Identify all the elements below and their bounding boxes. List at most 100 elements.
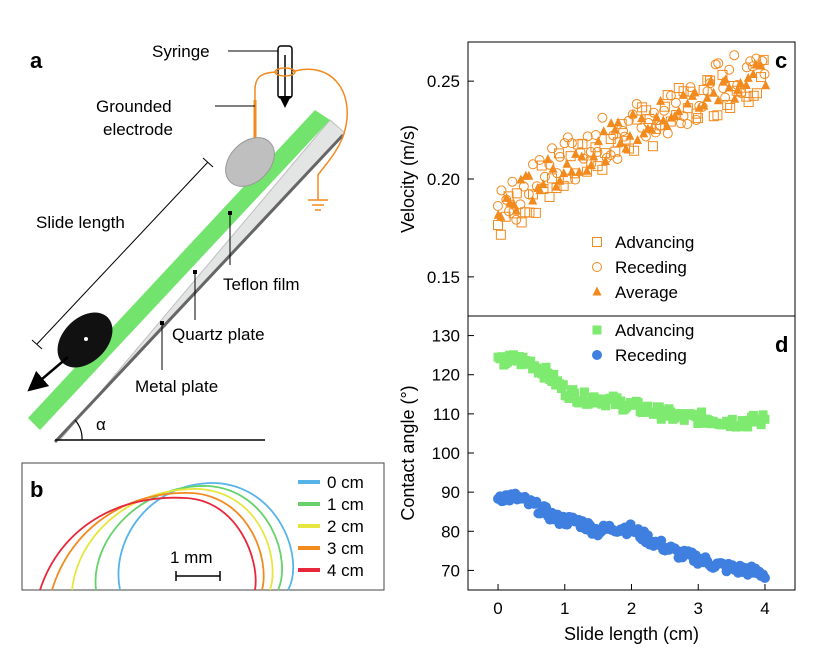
- data-point: [699, 100, 709, 110]
- droplet-top: [225, 137, 275, 187]
- contact-angle-chart: 70 80 90 100 110 120 130 Contact angle (°) 0 1 2 3 4…: [398, 321, 770, 644]
- data-point: [543, 154, 553, 164]
- y-tick-label: 110: [433, 405, 460, 424]
- panel-a-label: a: [30, 48, 43, 73]
- y-tick-label: 0.15: [427, 268, 460, 287]
- data-point: [592, 147, 603, 158]
- data-point: [566, 138, 577, 149]
- droplet-profile-1: [94, 485, 283, 591]
- slide-length-line: [36, 161, 209, 345]
- y-tick-label: 120: [432, 366, 460, 385]
- data-point: [756, 420, 766, 430]
- x-tick-label: 3: [694, 599, 703, 618]
- data-point: [724, 82, 734, 92]
- data-point: [713, 95, 723, 105]
- droplet-profile-3: [51, 492, 265, 591]
- data-point: [679, 415, 689, 425]
- series-receding: [492, 50, 770, 225]
- series-receding: [493, 488, 770, 583]
- data-point: [600, 155, 610, 165]
- data-point: [727, 414, 737, 424]
- data-point: [758, 54, 769, 65]
- data-point: [745, 56, 756, 67]
- data-point: [735, 77, 745, 87]
- data-point: [593, 136, 603, 146]
- data-point: [577, 151, 587, 161]
- y-tick-label: 90: [441, 483, 460, 502]
- chart-area: c d 0.15 0.20 0.25 Velocity (m/s) Advancing R…: [398, 41, 796, 644]
- data-point: [730, 93, 740, 103]
- teflon-label: Teflon film: [223, 275, 300, 294]
- legend-entry: Receding: [615, 346, 687, 365]
- data-point: [743, 422, 753, 432]
- data-point: [629, 145, 640, 156]
- panel-b-legend: 0 cm 1 cm 2 cm 3 cm 4 cm: [298, 473, 364, 580]
- data-point: [720, 74, 730, 84]
- data-point: [492, 200, 503, 211]
- wire-left: [254, 71, 279, 100]
- data-point: [759, 69, 770, 80]
- data-point: [496, 211, 506, 221]
- data-point: [538, 179, 548, 189]
- legend-label: 4 cm: [327, 561, 364, 580]
- electrode-label-line1: Grounded: [96, 97, 172, 116]
- data-point: [697, 407, 707, 417]
- data-point: [670, 110, 680, 120]
- data-point: [758, 410, 768, 420]
- syringe-label: Syringe: [152, 42, 210, 61]
- metal-label: Metal plate: [135, 377, 218, 396]
- data-point: [682, 119, 693, 130]
- data-point: [516, 217, 527, 228]
- data-point: [507, 176, 518, 187]
- data-point: [592, 325, 602, 335]
- data-point: [678, 89, 688, 99]
- data-point: [748, 68, 758, 78]
- data-point: [690, 87, 700, 97]
- panel-d-label: d: [775, 332, 788, 357]
- legend-c: Advancing Receding Average: [592, 233, 694, 302]
- angle-label: α: [96, 415, 106, 434]
- data-point: [743, 72, 753, 82]
- data-point: [524, 170, 534, 180]
- data-point: [551, 181, 561, 191]
- data-point: [562, 158, 572, 168]
- panel-a: a α Syringe Grounded electrode: [27, 42, 348, 444]
- data-point: [685, 82, 696, 93]
- data-point: [647, 141, 658, 152]
- data-point: [660, 411, 670, 421]
- data-point: [702, 92, 712, 102]
- data-point: [546, 173, 557, 184]
- data-point: [733, 84, 743, 94]
- droplet-profiles: [39, 482, 295, 591]
- data-point: [524, 207, 535, 218]
- y-tick-label: 70: [441, 561, 460, 580]
- data-point: [658, 115, 668, 125]
- data-point: [528, 195, 538, 205]
- x-tick-label: 4: [760, 599, 769, 618]
- data-point: [722, 99, 733, 110]
- data-point: [527, 159, 538, 170]
- data-point: [705, 75, 716, 86]
- legend-entry: Advancing: [615, 321, 694, 340]
- data-point: [761, 80, 771, 90]
- data-point: [678, 111, 689, 122]
- data-point: [497, 352, 507, 362]
- y-axis-label: Contact angle (°): [398, 385, 418, 520]
- data-point: [503, 357, 513, 367]
- data-point: [648, 107, 659, 118]
- data-point: [691, 114, 702, 125]
- data-point: [643, 401, 653, 411]
- data-point: [682, 98, 692, 108]
- data-point: [659, 105, 670, 116]
- slide-length-label: Slide length: [36, 213, 125, 232]
- data-point: [509, 199, 519, 209]
- slide-direction-arrow-icon: [27, 356, 69, 392]
- data-point: [559, 168, 569, 178]
- data-point: [549, 369, 559, 379]
- data-point: [709, 87, 719, 97]
- data-point: [662, 120, 672, 130]
- panel-b: b 1 mm 0 cm 1 cm 2 cm 3 cm 4 cm: [21, 462, 385, 591]
- data-point: [558, 380, 568, 390]
- data-point: [756, 60, 766, 70]
- panel-c-label: c: [775, 48, 787, 73]
